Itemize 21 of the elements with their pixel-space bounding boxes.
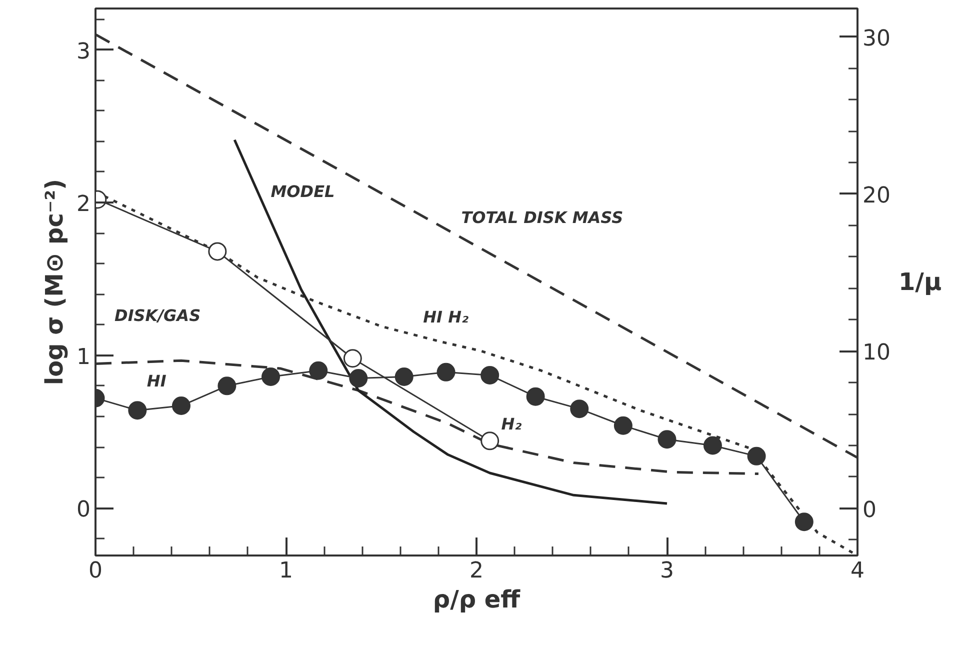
- y-axis-title: log σ (M⊙ pc⁻²): [40, 178, 69, 386]
- y2-tick-label: 20: [862, 183, 890, 208]
- y-tick-label: 2: [76, 192, 91, 218]
- y2-tick-label: 10: [862, 340, 890, 366]
- series-label: TOTAL DISK MASS: [461, 208, 624, 227]
- y2-tick-label: 30: [862, 26, 890, 52]
- series-label: HI H₂: [423, 307, 468, 326]
- x-tick-label: 3: [660, 558, 674, 584]
- x-tick-label: 2: [470, 558, 484, 584]
- y2-tick-label: 0: [862, 498, 876, 523]
- x-tick-label: 4: [850, 558, 864, 584]
- y-tick-label: 0: [76, 498, 91, 523]
- series-label: MODEL: [270, 182, 335, 202]
- y2-axis-title: 1/μ: [898, 268, 942, 296]
- y-tick-label: 3: [76, 39, 91, 64]
- series-label: HI: [146, 371, 166, 390]
- series-label: H₂: [501, 414, 522, 434]
- y-tick-label: 1: [76, 344, 91, 370]
- x-tick-label: 1: [279, 558, 293, 584]
- x-axis-title: ρ/ρ eff: [432, 586, 521, 614]
- text: DISK/GAS: [114, 306, 201, 325]
